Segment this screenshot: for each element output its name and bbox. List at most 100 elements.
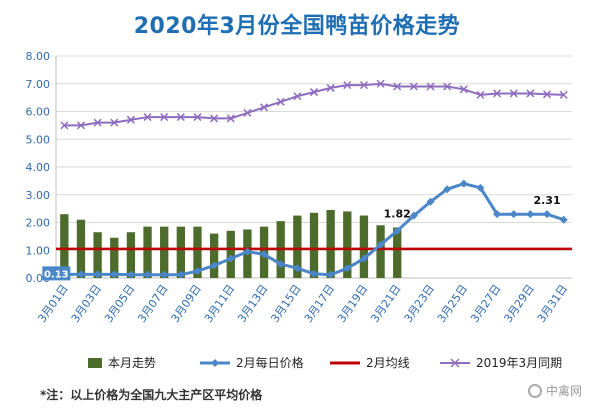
point-feb [393, 226, 402, 235]
bar [376, 225, 385, 278]
point-feb [110, 270, 119, 279]
x-tick-label: 3月15日 [268, 282, 303, 325]
point-2019 [60, 121, 69, 130]
bar [343, 211, 352, 278]
point-2019 [426, 82, 435, 91]
point-feb [193, 267, 202, 276]
point-2019 [276, 97, 285, 106]
y-tick-label: 2.00 [26, 217, 51, 230]
legend-swatch-bars [88, 357, 102, 368]
point-feb [343, 264, 352, 273]
y-tick-label: 3.00 [26, 189, 51, 202]
point-2019 [359, 81, 368, 90]
point-feb [226, 254, 235, 263]
legend-swatch-feb [200, 358, 230, 367]
x-tick-label: 3月05日 [102, 282, 137, 325]
point-2019 [409, 82, 418, 91]
point-feb [143, 270, 152, 279]
x-tick-label: 3月11日 [202, 282, 237, 325]
legend-label-bars: 本月走势 [108, 356, 157, 370]
point-feb [426, 197, 435, 206]
point-feb [160, 270, 169, 279]
point-feb [76, 270, 85, 279]
point-2019 [493, 89, 502, 98]
y-tick-label: 7.00 [26, 78, 51, 91]
legend-swatch-2019 [440, 357, 470, 368]
watermark-text: 中禽网 [545, 384, 582, 398]
point-2019 [93, 118, 102, 127]
point-2019 [343, 81, 352, 90]
x-tick-label: 3月17日 [302, 282, 337, 325]
y-tick-label: 8.00 [26, 50, 51, 63]
point-2019 [193, 113, 202, 122]
legend: 本月走势 2月每日价格 2月均线 2019年3月同期 [0, 350, 594, 374]
bar [326, 210, 335, 278]
point-2019 [76, 121, 85, 130]
x-tick-label: 3月09日 [169, 282, 204, 325]
x-tick-label: 3月01日 [35, 282, 70, 325]
bar [309, 212, 319, 278]
bar [60, 214, 69, 278]
point-feb [326, 270, 335, 279]
point-feb [376, 240, 385, 249]
legend-item-2019: 2019年3月同期 [440, 354, 562, 371]
footnote: *注：以上价格为全国九大主产区平均价格 [40, 388, 263, 402]
x-tick-label: 3月07日 [135, 282, 170, 325]
data-label-box [42, 266, 71, 281]
point-feb [310, 269, 318, 278]
point-feb [176, 270, 185, 279]
point-2019 [176, 113, 185, 122]
bar [110, 237, 119, 278]
legend-label-2019: 2019年3月同期 [476, 356, 563, 370]
point-feb [126, 270, 135, 279]
point-feb [476, 183, 485, 192]
point-feb [526, 210, 535, 219]
y-tick-label: 5.00 [26, 133, 51, 146]
bar [143, 226, 152, 278]
bar [359, 215, 369, 278]
point-feb [359, 254, 368, 263]
point-2019 [143, 113, 152, 122]
bar [393, 227, 402, 278]
x-tick-label: 3月03日 [69, 282, 104, 325]
point-2019 [243, 108, 252, 117]
point-2019 [443, 82, 452, 91]
x-tick-label: 3月21日 [368, 282, 403, 325]
point-feb [293, 264, 302, 273]
bar [226, 230, 235, 278]
point-2019 [326, 83, 335, 92]
point-2019 [110, 118, 119, 127]
bar [293, 215, 302, 278]
point-2019 [210, 114, 219, 123]
bar [160, 226, 169, 278]
point-2019 [393, 82, 402, 91]
point-2019 [459, 85, 468, 94]
legend-item-avg: 2月均线 [330, 354, 410, 371]
x-tick-label: 3月27日 [468, 282, 503, 325]
bar [176, 226, 185, 278]
x-tick-label: 3月29日 [502, 282, 537, 325]
bar [126, 232, 136, 278]
point-feb [459, 179, 468, 188]
legend-label-avg: 2月均线 [366, 356, 410, 370]
legend-item-feb: 2月每日价格 [200, 354, 304, 371]
point-feb [260, 250, 269, 259]
point-2019 [376, 79, 385, 88]
point-feb [443, 185, 452, 194]
x-tick-label: 3月19日 [335, 282, 370, 325]
series-line-2019 [64, 82, 564, 127]
point-2019 [260, 103, 269, 112]
x-tick-label: 3月31日 [535, 282, 570, 325]
x-tick-label: 3月13日 [235, 282, 270, 325]
point-feb [243, 247, 252, 256]
y-tick-label: 4.00 [26, 161, 51, 174]
point-2019 [226, 114, 235, 123]
bar [93, 232, 102, 278]
y-tick-label: 6.00 [26, 106, 51, 119]
point-2019 [509, 89, 518, 98]
point-2019 [160, 113, 169, 122]
legend-label-feb: 2月每日价格 [236, 356, 304, 370]
point-2019 [293, 92, 302, 101]
